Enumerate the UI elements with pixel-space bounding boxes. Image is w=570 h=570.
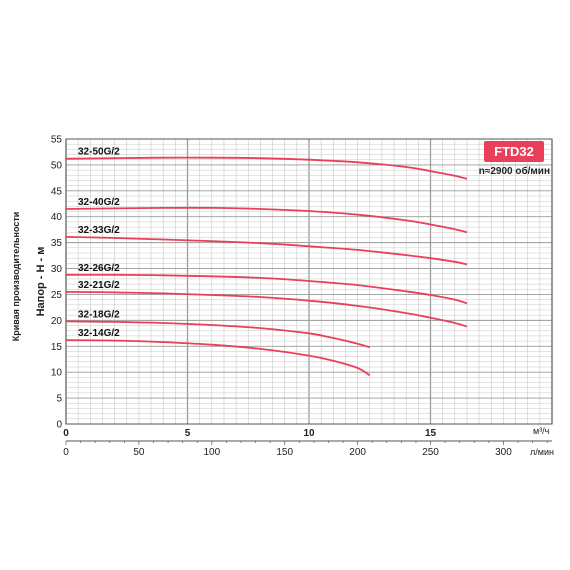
x-tick-label-m3h: 5 <box>185 428 191 439</box>
curve-label: 32-14G/2 <box>78 328 120 339</box>
x-tick-label-m3h: 0 <box>63 428 69 439</box>
x-tick-label-lmin: 300 <box>495 447 512 458</box>
curves: 32-50G/2 32-40G/2 32-33G/2 32-26G/2 32-21G/2… <box>65 147 468 377</box>
curve-32-26g-2 <box>65 273 468 305</box>
x-tick-label-lmin: 100 <box>203 447 220 458</box>
curve-32-40g-2 <box>65 206 468 234</box>
curve-32-50g-2 <box>65 156 468 180</box>
x-tick-label-lmin: 50 <box>133 447 145 458</box>
curve-label: 32-33G/2 <box>78 225 120 236</box>
x-tick-label-lmin: 250 <box>422 447 439 458</box>
curve-label: 32-18G/2 <box>78 309 120 320</box>
y-tick-label: 50 <box>51 160 63 171</box>
curve-32-21g-2 <box>65 291 468 328</box>
x-tick-label-lmin: 0 <box>63 447 69 458</box>
plot-frame <box>65 138 553 425</box>
x-tick-label-lmin: 200 <box>349 447 366 458</box>
curve-label: 32-50G/2 <box>78 147 120 158</box>
y-tick-label: 30 <box>51 264 63 275</box>
x-tick-label-m3h: 10 <box>303 428 315 439</box>
y-tick-label: 0 <box>56 420 62 431</box>
y-tick-label: 40 <box>51 212 63 223</box>
curve-32-14g-2 <box>65 339 371 377</box>
y-tick-label: 5 <box>56 394 62 405</box>
x-axis-unit-m3h: м³/ч <box>533 426 550 436</box>
side-label: Кривая производительности <box>11 212 21 342</box>
curve-32-33g-2 <box>65 236 468 266</box>
curve-32-18g-2 <box>65 320 371 349</box>
curve-label: 32-21G/2 <box>78 280 120 291</box>
y-axis-label: Напор - H - м <box>35 247 47 317</box>
x-axis-unit-lmin: л/мин <box>530 447 554 457</box>
curve-label: 32-40G/2 <box>78 197 120 208</box>
y-tick-label: 10 <box>51 368 63 379</box>
chart-title: FTD32 <box>494 144 534 159</box>
y-tick-label: 45 <box>51 186 63 197</box>
speed-note: n≈2900 об/мин <box>479 165 550 177</box>
y-tick-label: 35 <box>51 238 63 249</box>
y-tick-label: 25 <box>51 290 63 301</box>
y-tick-label: 20 <box>51 316 63 327</box>
title-badge-box <box>484 141 544 162</box>
y-tick-label: 15 <box>51 342 63 353</box>
curve-label: 32-26G/2 <box>78 263 120 274</box>
x-tick-label-m3h: 15 <box>425 428 437 439</box>
title-badge: FTD32 <box>484 141 544 162</box>
grid <box>65 138 553 425</box>
x-tick-label-lmin: 150 <box>276 447 293 458</box>
y-tick-label: 55 <box>51 135 63 146</box>
